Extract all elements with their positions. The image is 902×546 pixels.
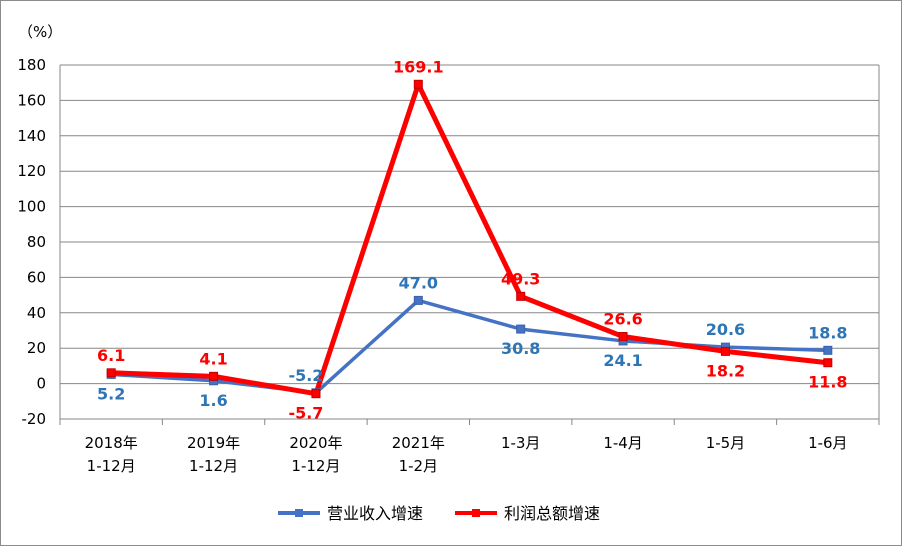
y-tick-label: 140 xyxy=(17,127,46,145)
data-label: 26.6 xyxy=(603,310,642,329)
y-tick-label: 120 xyxy=(17,162,46,180)
y-tick-label: -20 xyxy=(22,410,47,428)
x-tick-label: 1-3月 xyxy=(501,434,541,452)
legend: 营业收入增速 利润总额增速 xyxy=(278,504,600,523)
data-label: 1.6 xyxy=(199,391,227,410)
series-markers xyxy=(106,79,833,399)
x-tick-label: 2019年 xyxy=(187,434,240,452)
x-tick-label: 1-12月 xyxy=(189,457,238,475)
data-label: -5.2 xyxy=(288,366,323,385)
x-tick-label: 1-4月 xyxy=(603,434,643,452)
legend-marker-revenue xyxy=(295,509,303,517)
data-point-marker xyxy=(209,371,219,381)
x-tick-label: 1-12月 xyxy=(291,457,340,475)
x-tick-label: 1-12月 xyxy=(87,457,136,475)
data-point-marker xyxy=(823,358,833,368)
data-point-marker xyxy=(311,389,321,399)
y-tick-label: 20 xyxy=(27,339,46,357)
data-label: 4.1 xyxy=(199,349,227,368)
data-point-marker xyxy=(618,332,628,342)
data-point-marker xyxy=(413,295,423,305)
x-axis-ticks: 2018年 1-12月 2019年 1-12月 2020年 1-12月 2021年 1-2月 1… xyxy=(59,419,880,475)
legend-label-profit: 利润总额增速 xyxy=(504,504,600,523)
y-tick-label: 40 xyxy=(27,304,46,322)
data-label: 47.0 xyxy=(399,273,438,292)
y-tick-label: 80 xyxy=(27,233,46,251)
y-tick-label: 60 xyxy=(27,268,46,286)
data-label: 6.1 xyxy=(97,346,125,365)
data-label: 18.8 xyxy=(808,323,847,342)
data-point-marker xyxy=(106,368,116,378)
series-lines xyxy=(111,81,829,397)
x-tick-label: 2021年 xyxy=(392,434,445,452)
x-tick-label: 1-6月 xyxy=(808,434,848,452)
data-point-marker xyxy=(413,79,423,89)
y-tick-label: 180 xyxy=(17,56,46,74)
data-point-marker xyxy=(720,346,730,356)
x-tick-label: 2020年 xyxy=(289,434,342,452)
data-point-marker xyxy=(516,291,526,301)
x-tick-label: 1-2月 xyxy=(399,457,439,475)
data-label: -5.7 xyxy=(288,404,323,423)
data-label: 20.6 xyxy=(706,320,745,339)
data-label: 169.1 xyxy=(393,57,444,76)
legend-marker-profit xyxy=(472,509,480,517)
y-tick-label: 100 xyxy=(17,198,46,216)
series-line xyxy=(111,298,828,395)
data-point-marker xyxy=(823,345,833,355)
y-axis-ticks: -20 0 20 40 60 80 100 120 140 160 180 xyxy=(17,56,46,428)
x-tick-label: 1-5月 xyxy=(706,434,746,452)
data-label: 24.1 xyxy=(603,351,642,370)
data-label: 11.8 xyxy=(808,373,847,392)
gridlines xyxy=(59,64,880,420)
data-label: 30.8 xyxy=(501,339,540,358)
legend-label-revenue: 营业收入增速 xyxy=(327,504,423,523)
data-label: 5.2 xyxy=(97,384,125,403)
data-label: 49.3 xyxy=(501,269,540,288)
data-label: 18.2 xyxy=(706,361,745,380)
data-labels: 5.2 1.6 -5.2 47.0 30.8 24.1 20.6 18.8 6.1 4.1 -5.7… xyxy=(97,57,848,422)
x-tick-label: 2018年 xyxy=(85,434,138,452)
y-unit-label: （%） xyxy=(18,23,62,41)
y-tick-label: 0 xyxy=(36,375,46,393)
y-tick-label: 160 xyxy=(17,91,46,109)
data-point-marker xyxy=(516,324,526,334)
series-line xyxy=(111,81,829,397)
